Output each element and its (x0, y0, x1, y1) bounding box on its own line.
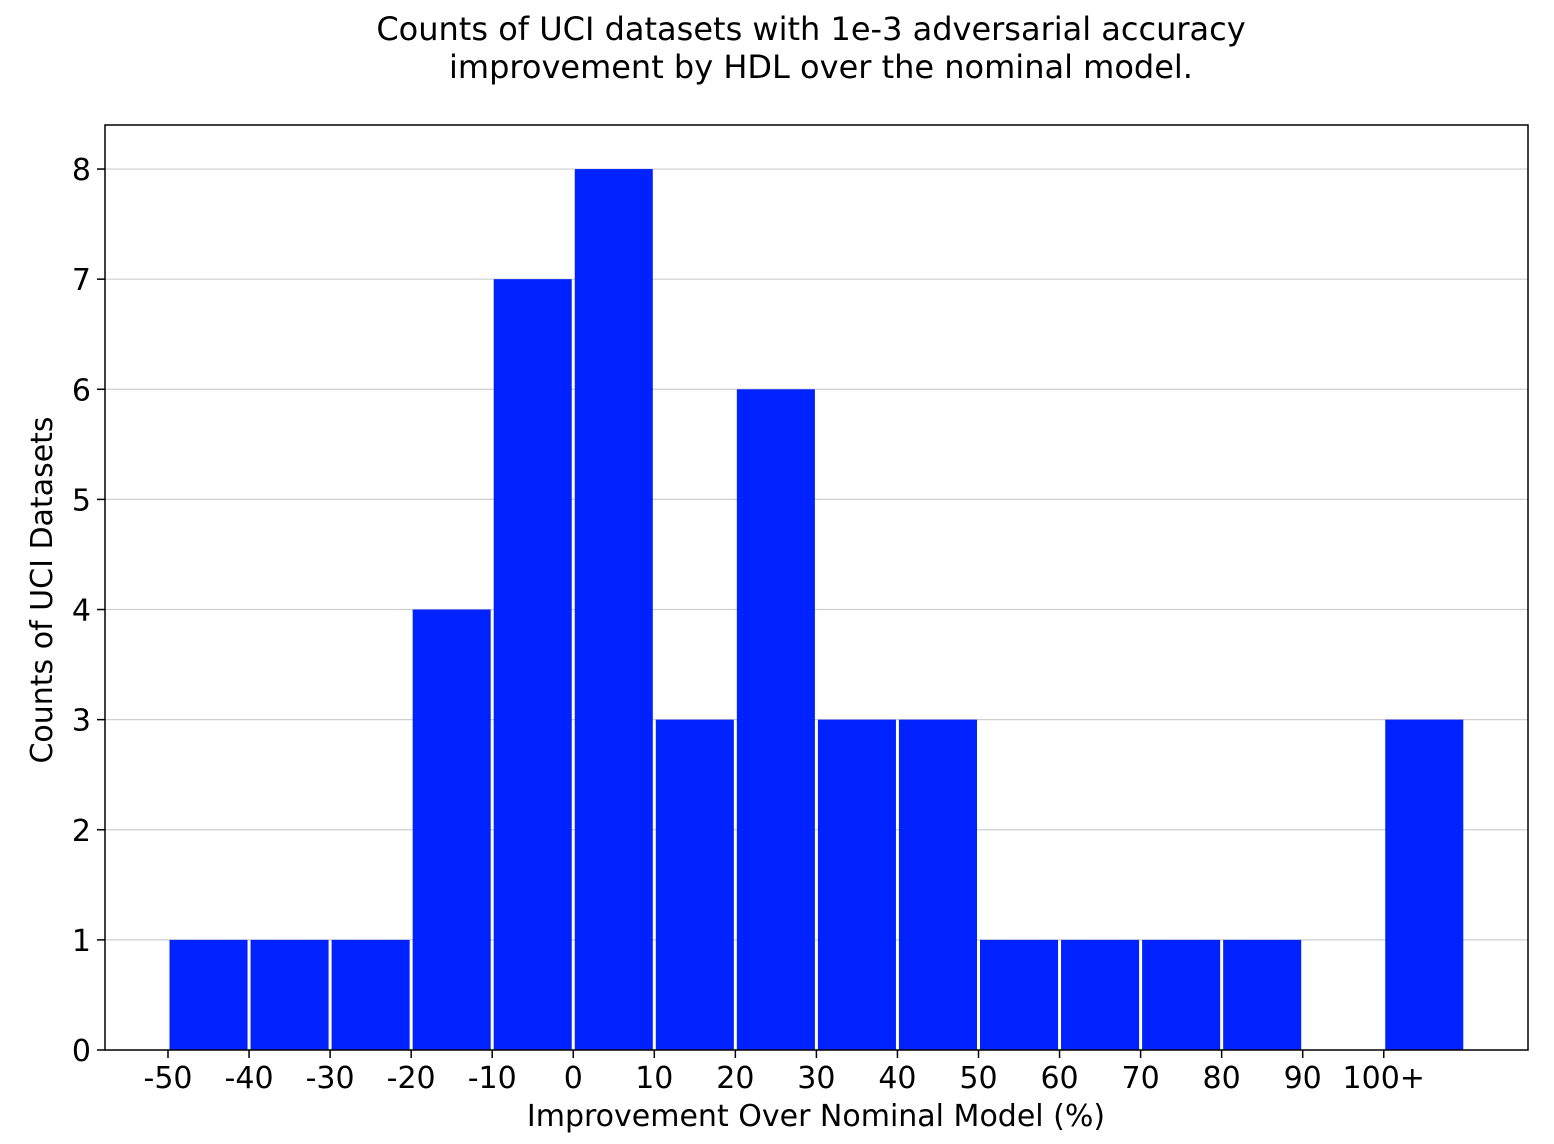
x-axis-ticks: -50 -40 -30 -20 -10 0 10 20 30 40 50 60 70 80 90 100+ (144, 1050, 1425, 1096)
bar--50-to--40 (169, 939, 248, 1050)
y-tick-label-5: 5 (72, 483, 91, 518)
bars (169, 169, 1464, 1051)
y-tick-label-6: 6 (72, 373, 91, 408)
bar--10-to-0 (493, 279, 572, 1051)
x-axis-label: Improvement Over Nominal Model (%) (527, 1099, 1105, 1134)
x-tick-label-9: 40 (878, 1061, 916, 1096)
y-tick-label-1: 1 (72, 924, 91, 959)
x-tick-label-12: 70 (1122, 1061, 1160, 1096)
x-tick-label-2: -30 (306, 1061, 355, 1096)
x-tick-label-3: -20 (387, 1061, 436, 1096)
chart-title-line-1: Counts of UCI datasets with 1e-3 adversa… (376, 10, 1245, 48)
bar-10-to-20 (655, 719, 734, 1050)
bar-30-to-40 (817, 719, 896, 1050)
bar-70-to-80 (1142, 939, 1221, 1050)
bar-80-to-90 (1223, 939, 1302, 1050)
bar-50-to-60 (980, 939, 1059, 1050)
x-tick-label-0: -50 (144, 1061, 193, 1096)
y-tick-label-0: 0 (72, 1034, 91, 1069)
y-tick-label-3: 3 (72, 704, 91, 739)
x-tick-label-10: 50 (959, 1061, 997, 1096)
x-tick-label-7: 20 (716, 1061, 754, 1096)
x-tick-label-15: 100+ (1343, 1061, 1425, 1096)
y-tick-label-4: 4 (72, 594, 91, 629)
x-tick-label-13: 80 (1203, 1061, 1241, 1096)
gridlines (105, 168, 1528, 941)
bar-60-to-70 (1061, 939, 1140, 1050)
x-tick-label-8: 30 (797, 1061, 835, 1096)
y-tick-label-7: 7 (72, 263, 91, 298)
bar-0-to-10 (574, 169, 653, 1051)
y-tick-label-8: 8 (72, 153, 91, 188)
bar-40-to-50 (898, 719, 977, 1050)
bar-100-to-110 (1385, 719, 1464, 1050)
x-tick-label-11: 60 (1040, 1061, 1078, 1096)
x-tick-label-1: -40 (225, 1061, 274, 1096)
y-axis-label: Counts of UCI Datasets (25, 416, 60, 763)
chart-title-line-2: improvement by HDL over the nominal mode… (449, 48, 1193, 86)
x-tick-label-14: 90 (1284, 1061, 1322, 1096)
y-axis-ticks: 0 1 2 3 4 5 6 7 8 (72, 153, 105, 1069)
x-tick-label-4: -10 (468, 1061, 517, 1096)
bar--30-to--20 (331, 939, 410, 1050)
bar-20-to-30 (736, 389, 815, 1050)
plot-frame (104, 124, 1529, 1051)
y-tick-label-2: 2 (72, 814, 91, 849)
bar--40-to--30 (250, 939, 329, 1050)
bar--20-to--10 (412, 609, 491, 1050)
x-tick-label-6: 10 (635, 1061, 673, 1096)
x-tick-label-5: 0 (564, 1061, 583, 1096)
